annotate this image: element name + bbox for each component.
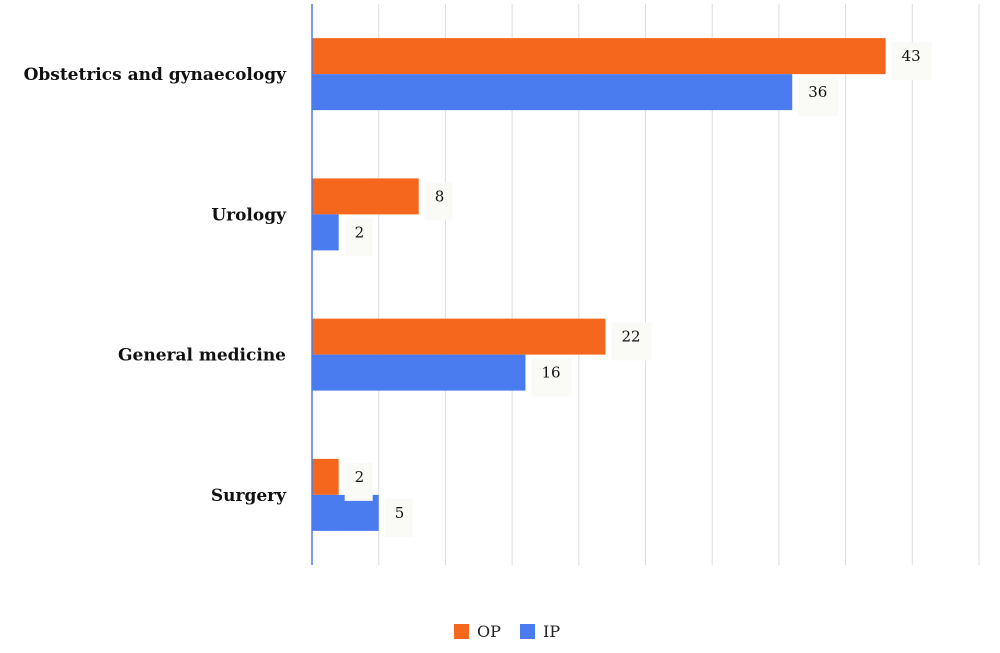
bar-ip: [312, 74, 793, 111]
data-label-bg: [344, 462, 373, 501]
data-label-bg: [384, 498, 413, 537]
bar-ip: [312, 214, 339, 251]
bar-op: [312, 38, 886, 75]
data-label: 16: [541, 364, 560, 382]
legend-label: OP: [477, 622, 501, 641]
data-label: 2: [355, 468, 365, 486]
data-label-bg: [611, 322, 652, 361]
data-label: 43: [902, 47, 921, 65]
bar-op: [312, 178, 419, 215]
category-labels: Obstetrics and gynaecology Urology General…: [24, 65, 288, 506]
category-label: Surgery: [211, 486, 287, 506]
bars: [312, 38, 886, 531]
legend-swatch: [520, 624, 535, 639]
data-label-bg: [424, 182, 453, 221]
category-label: Obstetrics and gynaecology: [24, 65, 288, 85]
data-label-bg: [798, 78, 839, 117]
data-label: 36: [808, 83, 827, 101]
data-label-bg: [531, 358, 572, 397]
data-label: 2: [355, 223, 365, 241]
legend-swatch: [454, 624, 469, 639]
data-label: 22: [621, 328, 640, 346]
bar-op: [312, 318, 606, 355]
category-label: Urology: [211, 205, 287, 225]
data-label-bg: [344, 218, 373, 257]
legend: OP IP: [454, 622, 560, 641]
data-label: 8: [435, 187, 445, 205]
legend-label: IP: [543, 622, 560, 641]
data-label: 5: [395, 504, 405, 522]
bar-op: [312, 458, 339, 495]
bar-ip: [312, 354, 526, 391]
category-label: General medicine: [118, 346, 286, 366]
data-label-bg: [891, 42, 932, 81]
